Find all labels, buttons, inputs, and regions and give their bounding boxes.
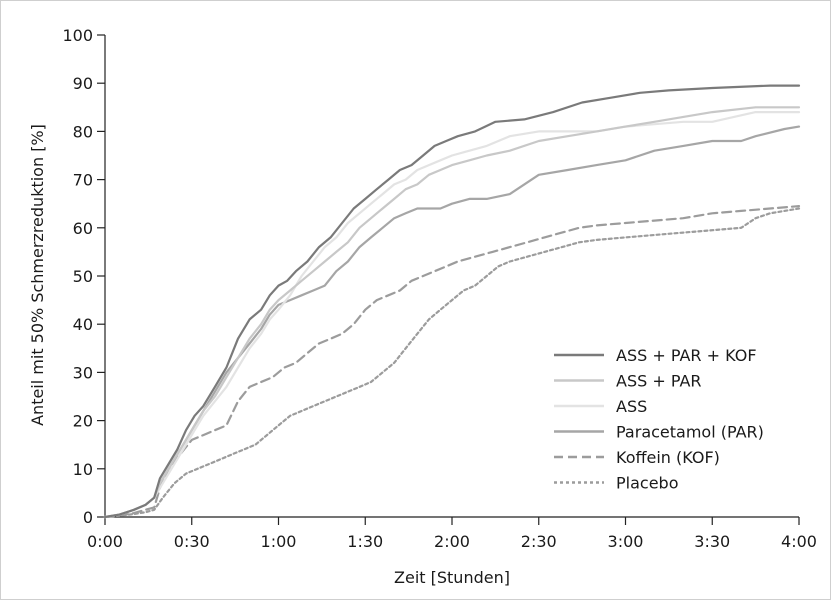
y-tick-label: 70 xyxy=(73,171,93,190)
x-tick-label: 0:30 xyxy=(174,532,210,551)
y-tick-label: 10 xyxy=(73,460,93,479)
series-line-0 xyxy=(103,84,801,519)
x-tick-label: 4:00 xyxy=(781,532,817,551)
x-tick-label: 3:30 xyxy=(694,532,730,551)
series-line-1 xyxy=(103,106,801,519)
x-tick-label: 2:00 xyxy=(434,532,470,551)
x-tick-label: 3:00 xyxy=(608,532,644,551)
y-tick-label: 100 xyxy=(62,26,93,45)
y-tick-label: 0 xyxy=(83,508,93,527)
y-tick-label: 40 xyxy=(73,315,93,334)
x-tick-label: 2:30 xyxy=(521,532,557,551)
x-tick-label: 1:30 xyxy=(347,532,383,551)
y-tick-label: 50 xyxy=(73,267,93,286)
y-tick-label: 20 xyxy=(73,412,93,431)
legend-label-4: Koffein (KOF) xyxy=(616,448,720,467)
y-tick-label: 60 xyxy=(73,219,93,238)
x-tick-label: 0:00 xyxy=(87,532,123,551)
legend-label-3: Paracetamol (PAR) xyxy=(616,423,764,442)
legend-label-2: ASS xyxy=(616,397,647,416)
y-axis-title: Anteil mit 50% Schmerzreduktion [%] xyxy=(28,124,47,426)
series-line-4 xyxy=(103,205,801,519)
legend-label-0: ASS + PAR + KOF xyxy=(616,346,757,365)
y-tick-label: 80 xyxy=(73,122,93,141)
axes: 0 10 20 30 40 50 60 70 80 90 100 0:00 0:30 1:00 1:30 2:… xyxy=(62,26,817,551)
series-layer xyxy=(103,84,801,519)
x-axis-title: Zeit [Stunden] xyxy=(394,568,510,587)
series-line-5 xyxy=(103,207,801,519)
x-tick-label: 1:00 xyxy=(261,532,297,551)
legend-label-5: Placebo xyxy=(616,474,678,493)
y-tick-label: 90 xyxy=(73,74,93,93)
series-line-2 xyxy=(103,111,801,519)
legend: ASS + PAR + KOF ASS + PAR ASS Paracetamol (… xyxy=(554,346,764,493)
y-tick-label: 30 xyxy=(73,363,93,382)
legend-label-1: ASS + PAR xyxy=(616,372,702,391)
